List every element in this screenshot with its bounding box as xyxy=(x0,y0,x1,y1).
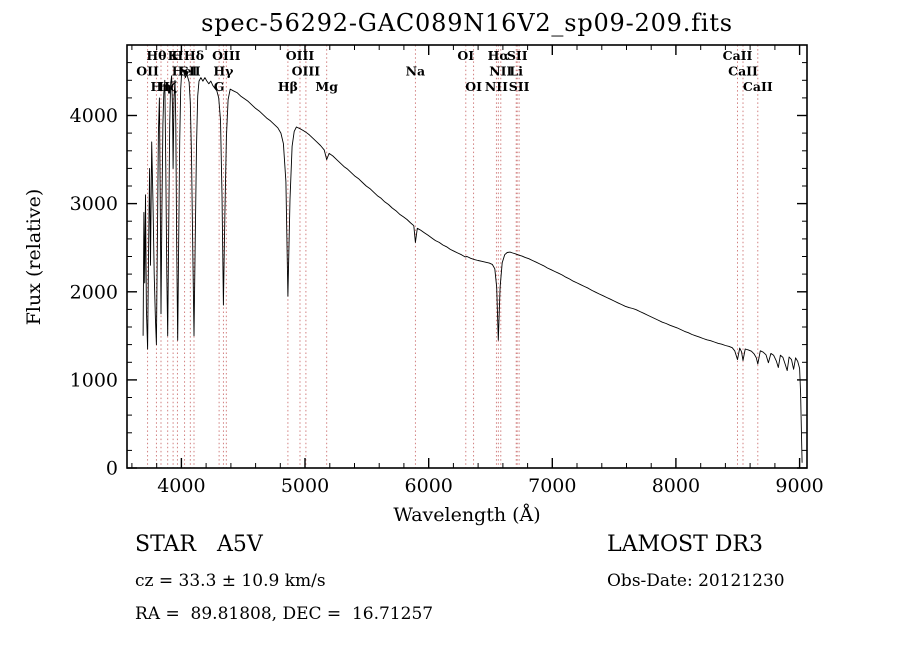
marker-label: OI xyxy=(457,48,474,63)
x-tick-label: 7000 xyxy=(528,475,576,497)
y-tick-label: 2000 xyxy=(70,281,118,303)
marker-label: Hδ xyxy=(184,48,204,63)
marker-label: Hη xyxy=(151,79,172,94)
cz-velocity-label: cz = 33.3 ± 10.9 km/s xyxy=(135,571,326,591)
x-tick-label: 9000 xyxy=(775,475,823,497)
x-tick-label: 4000 xyxy=(157,475,205,497)
marker-label: NII xyxy=(489,64,512,79)
marker-label: G xyxy=(214,79,225,94)
marker-label: OI xyxy=(465,79,482,94)
ra-dec-label: RA = 89.81808, DEC = 16.71257 xyxy=(135,604,433,624)
marker-label: H xyxy=(171,48,183,63)
marker-label: Mg xyxy=(315,79,338,94)
y-tick-label: 4000 xyxy=(70,105,118,127)
y-tick-label: 0 xyxy=(106,458,118,480)
marker-label: K xyxy=(168,48,180,63)
marker-label: OII xyxy=(136,64,159,79)
survey-label: LAMOST DR3 xyxy=(607,532,763,557)
marker-label: OIII xyxy=(292,64,321,79)
marker-label: HeI xyxy=(172,64,198,79)
marker-label: OIII xyxy=(212,48,241,63)
marker-label: SII xyxy=(180,64,201,79)
x-axis-label: Wavelength (Å) xyxy=(393,504,540,526)
marker-label: SII xyxy=(509,79,530,94)
marker-label: CaII xyxy=(743,79,773,94)
marker-label: Hα xyxy=(488,48,510,63)
x-tick-label: 8000 xyxy=(652,475,700,497)
marker-label: Li xyxy=(509,64,523,79)
x-tick-label: 6000 xyxy=(405,475,453,497)
y-tick-label: 3000 xyxy=(70,193,118,215)
x-tick-label: 5000 xyxy=(281,475,329,497)
marker-label: Hγ xyxy=(213,64,234,79)
figure-title: spec-56292-GAC089N16V2_sp09-209.fits xyxy=(201,9,733,37)
marker-label: SII xyxy=(507,48,528,63)
y-axis-label: Flux (relative) xyxy=(23,189,45,326)
marker-label: CaII xyxy=(728,64,758,79)
marker-label: NII xyxy=(485,79,508,94)
marker-label: Na xyxy=(406,64,426,79)
object-class-label: STAR A5V xyxy=(135,532,264,557)
y-tick-label: 1000 xyxy=(70,369,118,391)
plot-area: 4000 5000 6000 7000 8000 9000 0 1000 2000 3000 400… xyxy=(70,44,824,497)
spectrum-line xyxy=(142,69,803,463)
marker-label: Hζ xyxy=(158,79,177,94)
marker-label: CaII xyxy=(723,48,753,63)
marker-label: Hθ xyxy=(146,48,166,63)
marker-label: Hβ xyxy=(278,79,298,94)
obs-date-label: Obs-Date: 20121230 xyxy=(607,571,785,591)
marker-label: OIII xyxy=(286,48,315,63)
